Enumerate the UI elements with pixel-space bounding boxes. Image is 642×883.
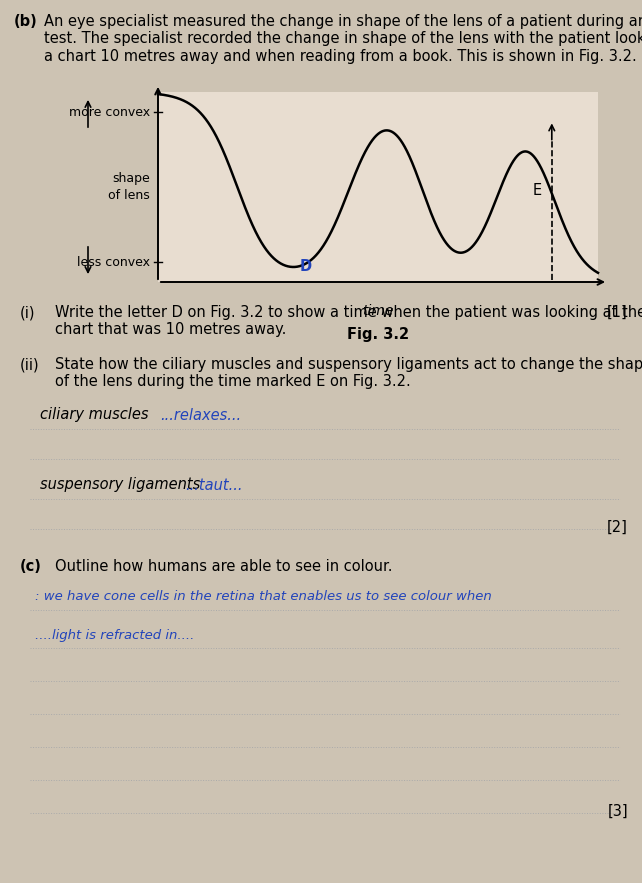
Text: (c): (c) <box>20 559 42 574</box>
Text: ....light is refracted in....: ....light is refracted in.... <box>35 629 195 642</box>
Text: (i): (i) <box>20 305 35 320</box>
Text: Write the letter D on Fig. 3.2 to show a time when the patient was looking at th: Write the letter D on Fig. 3.2 to show a… <box>55 305 642 337</box>
Text: suspensory ligaments: suspensory ligaments <box>40 478 200 493</box>
FancyBboxPatch shape <box>158 92 598 282</box>
Text: less convex: less convex <box>77 255 150 268</box>
Text: ...relaxes...: ...relaxes... <box>160 407 241 422</box>
Text: Fig. 3.2: Fig. 3.2 <box>347 327 409 342</box>
Text: [1]: [1] <box>607 305 628 320</box>
Text: (ii): (ii) <box>20 357 40 372</box>
Text: : we have cone cells in the retina that enables us to see colour when: : we have cone cells in the retina that … <box>35 591 492 603</box>
Text: [2]: [2] <box>607 519 628 534</box>
Text: E: E <box>533 184 542 199</box>
Text: Outline how humans are able to see in colour.: Outline how humans are able to see in co… <box>55 559 392 574</box>
Text: ...taut...: ...taut... <box>185 478 243 493</box>
Text: time: time <box>362 304 394 318</box>
Text: shape
of lens: shape of lens <box>108 172 150 202</box>
Text: (b): (b) <box>14 14 38 29</box>
Text: more convex: more convex <box>69 105 150 118</box>
Text: An eye specialist measured the change in shape of the lens of a patient during a: An eye specialist measured the change in… <box>44 14 642 64</box>
Text: State how the ciliary muscles and suspensory ligaments act to change the shape
o: State how the ciliary muscles and suspen… <box>55 357 642 389</box>
Text: ciliary muscles: ciliary muscles <box>40 407 148 422</box>
Text: D: D <box>299 259 311 274</box>
Text: [3]: [3] <box>607 804 628 819</box>
